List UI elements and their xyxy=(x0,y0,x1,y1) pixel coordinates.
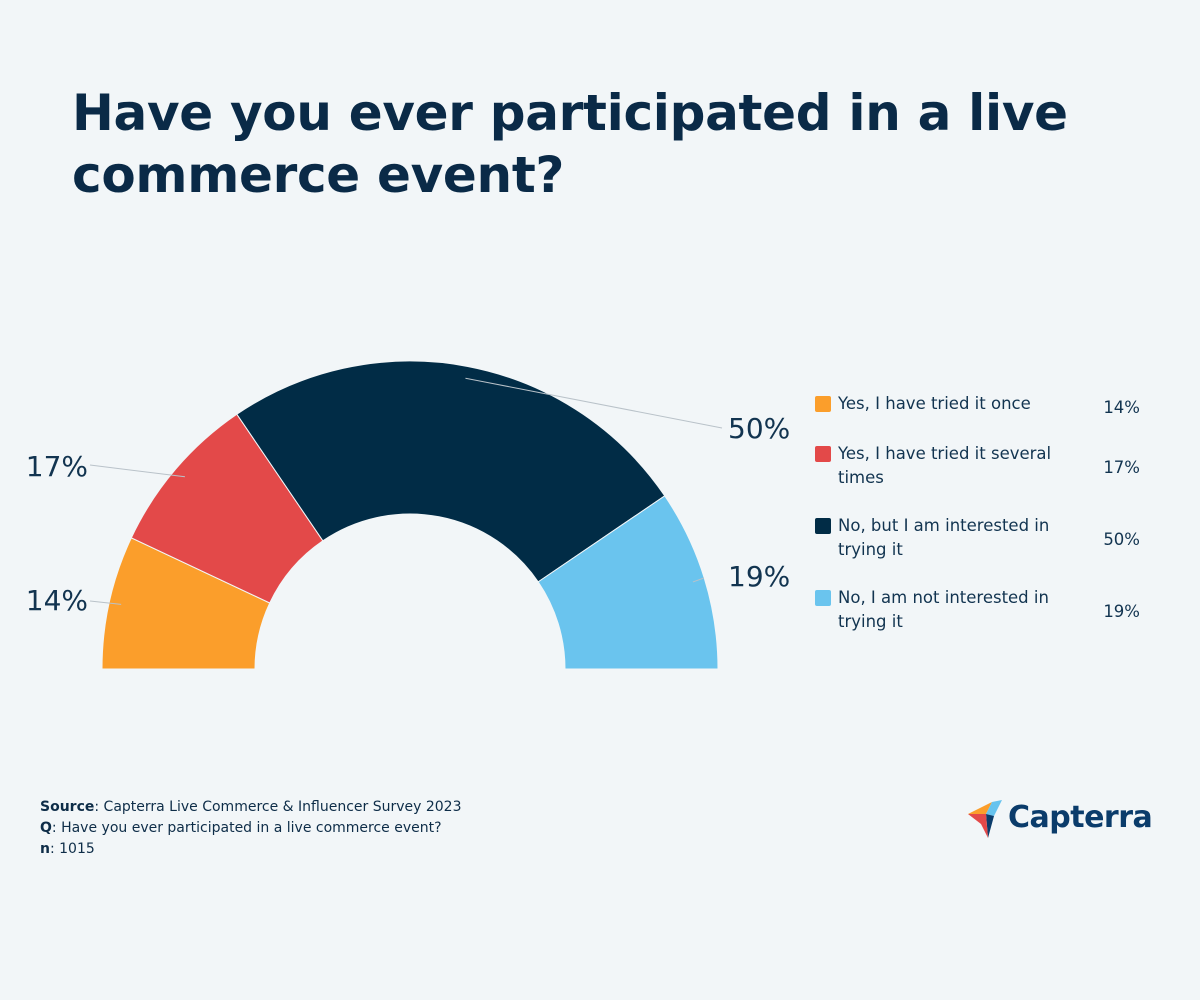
legend-label: Yes, I have tried it once xyxy=(838,394,1031,413)
legend-swatch xyxy=(815,590,831,606)
legend-value: 19% xyxy=(1103,602,1140,621)
capterra-logo-text: Capterra xyxy=(1008,800,1153,835)
data-label-3: 50% xyxy=(728,412,790,445)
source-text: : Capterra Live Commerce & Influencer Su… xyxy=(94,799,462,815)
leader-line-1 xyxy=(89,600,122,605)
legend-swatch xyxy=(815,518,831,534)
legend-value: 17% xyxy=(1103,458,1140,477)
leader-line-2 xyxy=(89,464,185,478)
legend-value: 50% xyxy=(1103,530,1140,549)
chart-footer: Source: Capterra Live Commerce & Influen… xyxy=(40,797,462,860)
capterra-arrow-icon xyxy=(968,800,1002,838)
sample-size-line: n: 1015 xyxy=(40,839,462,860)
sample-size-text: : 1015 xyxy=(49,841,95,857)
question-label: Q xyxy=(40,820,52,836)
source-line: Source: Capterra Live Commerce & Influen… xyxy=(40,797,462,818)
legend-swatch xyxy=(815,446,831,462)
capterra-logo: Capterra xyxy=(966,798,1156,842)
legend-label: No, but I am interested in trying it xyxy=(838,516,1050,559)
legend-swatch xyxy=(815,396,831,412)
chart-slice-3 xyxy=(236,360,666,583)
sample-size-label: n xyxy=(40,841,50,857)
leader-line-3 xyxy=(465,377,723,429)
data-label-1: 14% xyxy=(26,584,88,617)
legend-label: No, I am not interested in trying it xyxy=(838,588,1049,631)
question-line: Q: Have you ever participated in a live … xyxy=(40,818,462,839)
chart-title: Have you ever participated in a live com… xyxy=(72,84,1068,204)
chart-slice-4 xyxy=(537,495,719,670)
data-label-4: 19% xyxy=(728,560,790,593)
data-label-2: 17% xyxy=(26,450,88,483)
leader-line-4 xyxy=(692,577,705,583)
source-label: Source xyxy=(40,799,95,815)
question-text: : Have you ever participated in a live c… xyxy=(51,820,442,836)
legend-value: 14% xyxy=(1103,398,1140,417)
legend-label: Yes, I have tried it several times xyxy=(838,444,1052,487)
